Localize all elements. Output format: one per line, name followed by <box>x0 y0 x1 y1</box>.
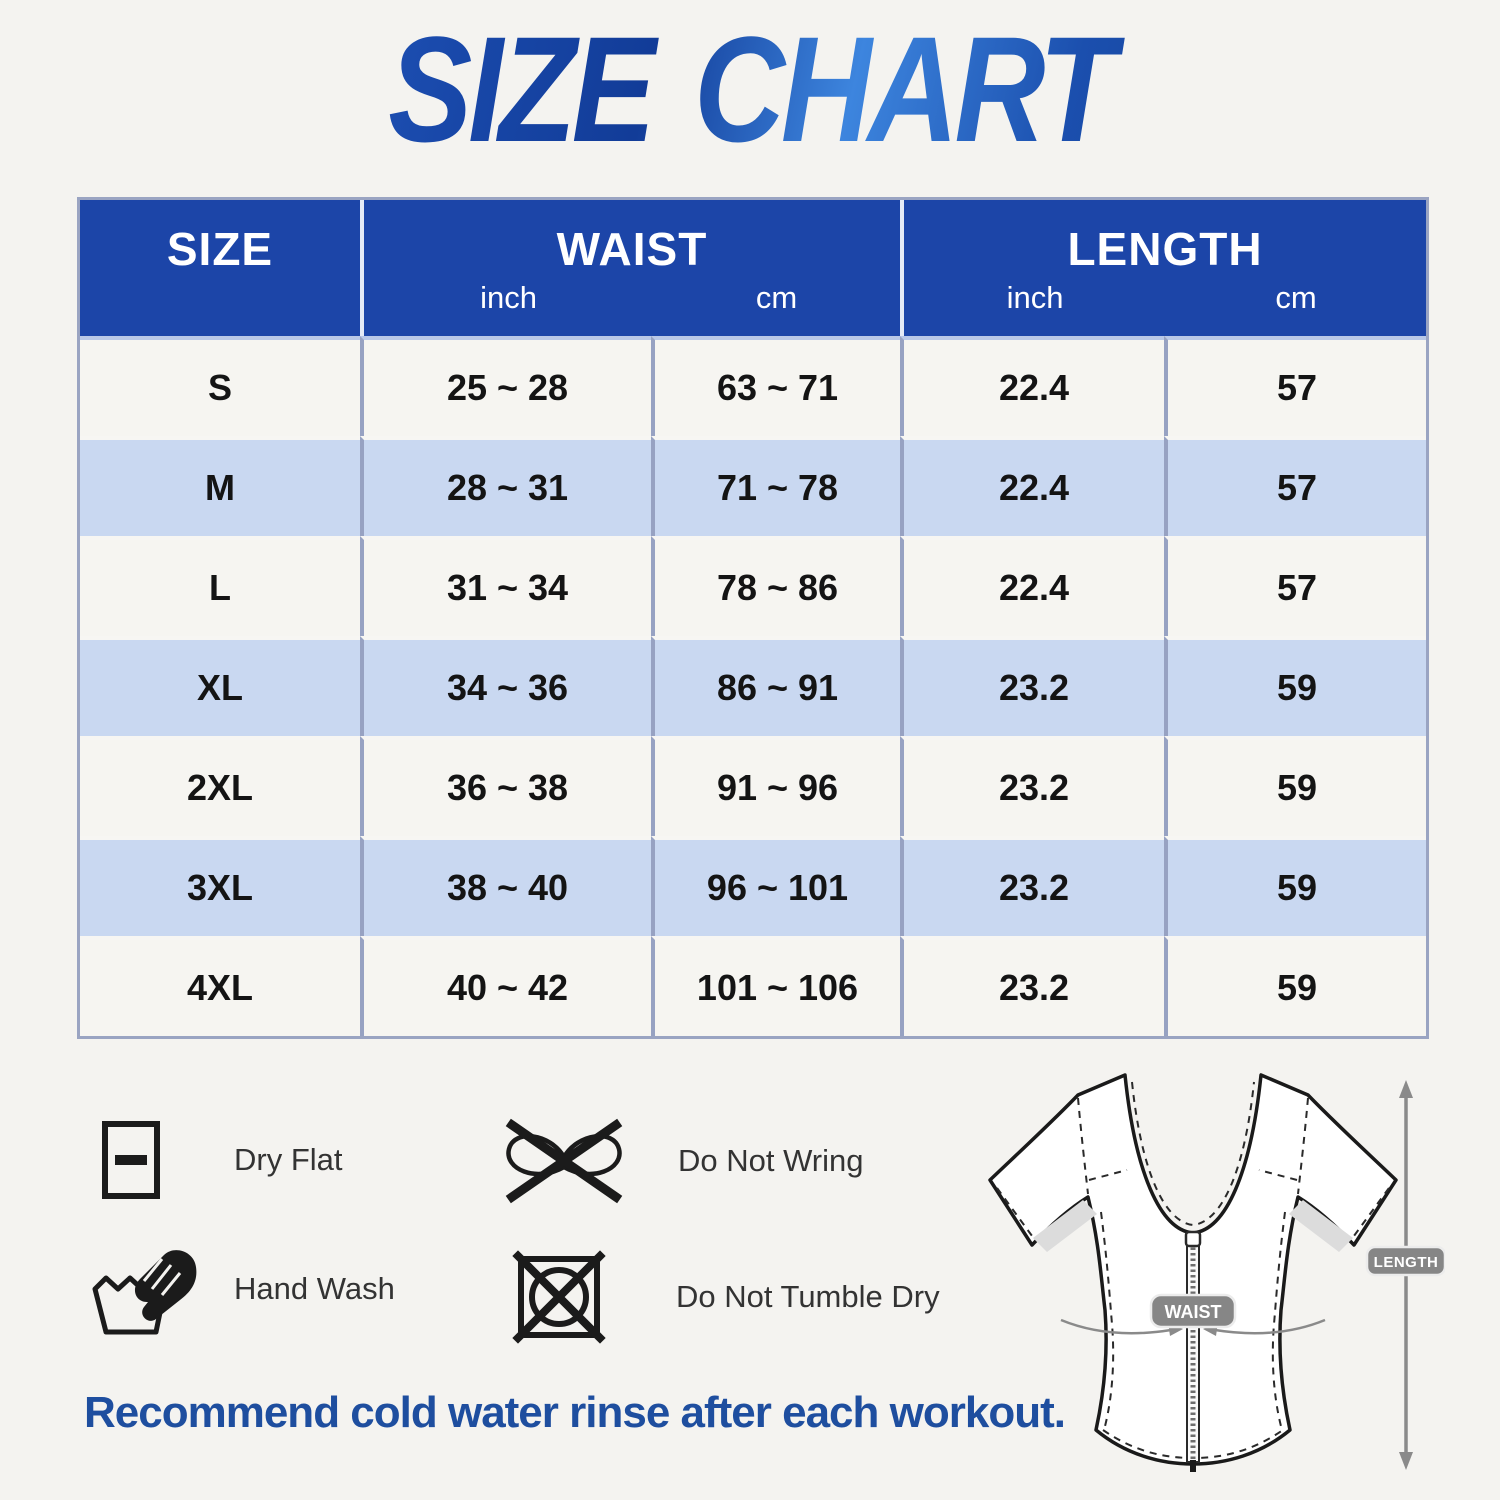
header-cell-waist: WAIST inch cm <box>360 200 900 336</box>
cell-length-inch: 23.2 <box>900 836 1164 936</box>
cell-length-cm: 59 <box>1164 636 1426 736</box>
care-label: Do Not Wring <box>678 1143 864 1178</box>
dry-flat-icon <box>102 1121 160 1199</box>
do-not-tumble-dry-icon <box>512 1250 606 1344</box>
cell-size: XL <box>80 636 360 736</box>
cell-waist-cm: 86 ~ 91 <box>651 636 900 736</box>
header-cell-length: LENGTH inch cm <box>900 200 1426 336</box>
waist-badge-label: WAIST <box>1165 1302 1222 1322</box>
cell-size: S <box>80 336 360 436</box>
care-item-dry-flat: Dry Flat <box>100 1120 343 1200</box>
length-badge-label: LENGTH <box>1374 1254 1439 1271</box>
cell-waist-inch: 28 ~ 31 <box>360 436 651 536</box>
care-label: Hand Wash <box>234 1271 395 1306</box>
waist-badge <box>1149 1293 1237 1329</box>
underarm-shade-left <box>1033 1200 1097 1252</box>
footer-note: Recommend cold water rinse after each wo… <box>84 1388 1066 1437</box>
care-item-do-not-tumble-dry: Do Not Tumble Dry <box>512 1250 940 1344</box>
cell-size: L <box>80 536 360 636</box>
header-label-waist: WAIST <box>556 223 708 275</box>
header-cell-size: SIZE <box>80 200 360 336</box>
header-label-length: LENGTH <box>1067 223 1263 275</box>
cell-length-inch: 23.2 <box>900 636 1164 736</box>
cell-waist-inch: 38 ~ 40 <box>360 836 651 936</box>
cell-length-inch: 22.4 <box>900 436 1164 536</box>
cell-length-inch: 23.2 <box>900 736 1164 836</box>
cell-waist-inch: 36 ~ 38 <box>360 736 651 836</box>
cell-length-cm: 59 <box>1164 736 1426 836</box>
seam-lines <box>996 1081 1390 1460</box>
do-not-wring-icon <box>505 1118 623 1204</box>
cell-length-cm: 57 <box>1164 336 1426 436</box>
cell-waist-cm: 71 ~ 78 <box>651 436 900 536</box>
waist-arrows <box>1060 1318 1326 1335</box>
length-badge <box>1365 1245 1445 1277</box>
care-label: Do Not Tumble Dry <box>676 1279 940 1314</box>
care-item-hand-wash: Hand Wash <box>92 1243 395 1335</box>
cell-length-cm: 59 <box>1164 936 1426 1036</box>
unit-label-waist-cm: cm <box>755 279 798 315</box>
cell-length-inch: 23.2 <box>900 936 1164 1036</box>
cell-waist-inch: 34 ~ 36 <box>360 636 651 736</box>
cell-length-inch: 22.4 <box>900 536 1164 636</box>
cell-waist-inch: 31 ~ 34 <box>360 536 651 636</box>
cell-size: 3XL <box>80 836 360 936</box>
underarm-shade-right <box>1289 1200 1353 1252</box>
care-item-do-not-wring: Do Not Wring <box>498 1117 864 1205</box>
cell-waist-cm: 78 ~ 86 <box>651 536 900 636</box>
cell-waist-cm: 63 ~ 71 <box>651 336 900 436</box>
cell-waist-inch: 40 ~ 42 <box>360 936 651 1036</box>
cell-length-cm: 59 <box>1164 836 1426 936</box>
garment-measurement-diagram: WAIST LENGTH <box>988 1073 1445 1472</box>
cell-waist-inch: 25 ~ 28 <box>360 336 651 436</box>
cell-length-inch: 22.4 <box>900 336 1164 436</box>
unit-label-waist-inch: inch <box>480 279 537 315</box>
size-table: SIZE WAIST inch cm LENGTH inch cm S 25 ~… <box>77 197 1429 1039</box>
cell-length-cm: 57 <box>1164 536 1426 636</box>
page-title: SIZE CHART <box>120 14 1380 164</box>
cell-waist-cm: 91 ~ 96 <box>651 736 900 836</box>
cell-size: 4XL <box>80 936 360 1036</box>
hand-wash-icon <box>92 1250 197 1335</box>
unit-label-length-cm: cm <box>1275 279 1317 315</box>
cell-waist-cm: 96 ~ 101 <box>651 836 900 936</box>
cell-size: M <box>80 436 360 536</box>
cell-length-cm: 57 <box>1164 436 1426 536</box>
cell-size: 2XL <box>80 736 360 836</box>
zipper <box>1184 1230 1202 1472</box>
header-label-size: SIZE <box>166 223 274 275</box>
unit-label-length-inch: inch <box>1006 279 1064 315</box>
cell-waist-cm: 101 ~ 106 <box>651 936 900 1036</box>
care-label: Dry Flat <box>234 1142 343 1177</box>
